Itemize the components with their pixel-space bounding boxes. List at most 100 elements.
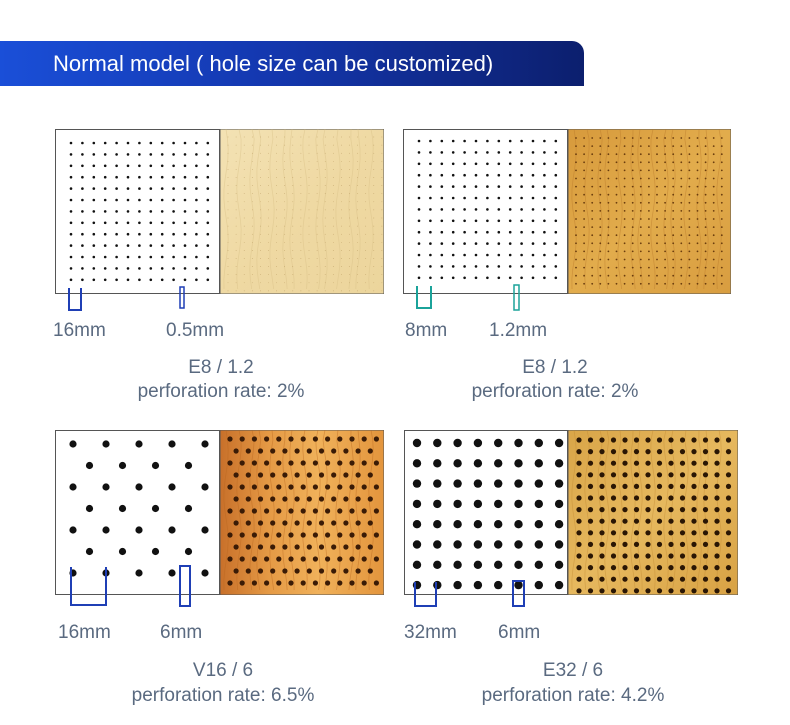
hole-dot <box>160 210 164 213</box>
hole-dot <box>276 258 277 259</box>
hole-dot <box>534 499 543 509</box>
hole-dot <box>257 496 264 502</box>
hole-dot <box>172 244 175 247</box>
hole-dot <box>615 274 618 277</box>
hole-dot <box>591 201 594 204</box>
hole-dot <box>251 136 253 138</box>
hole-dot <box>341 282 342 284</box>
hole-dot <box>126 255 130 259</box>
hole-dot <box>463 196 466 200</box>
hole-dot <box>633 437 640 443</box>
hole-dot <box>318 568 325 574</box>
hole-dot <box>440 276 444 280</box>
hole-dot <box>206 175 210 179</box>
hole-dot <box>656 201 658 204</box>
hole-dot <box>486 162 489 166</box>
hole-dot <box>412 459 422 468</box>
hole-dot <box>92 278 96 282</box>
hole-dot <box>373 290 375 292</box>
hole-dot <box>417 151 421 154</box>
hole-dot <box>591 242 594 245</box>
hole-dot <box>607 274 610 277</box>
hole-dot <box>672 250 675 253</box>
hole-dot <box>664 234 666 237</box>
hole-dot <box>691 449 697 455</box>
hole-dot <box>195 255 198 259</box>
hole-dot <box>583 153 585 156</box>
hole-dot <box>474 139 478 143</box>
hole-dot <box>688 258 691 261</box>
hole-dot <box>227 241 229 243</box>
hole-dot <box>103 164 107 168</box>
hole-dot <box>268 185 269 186</box>
hole-dot <box>235 217 237 219</box>
hole-dot <box>497 139 501 143</box>
hole-dot <box>712 201 715 204</box>
hole-dot <box>282 520 288 526</box>
hole-dot <box>679 472 686 478</box>
perforation-rate-label: perforation rate: 2% <box>471 381 639 402</box>
hole-dot <box>633 518 640 524</box>
hole-dot <box>227 282 229 284</box>
hole-dot <box>268 209 269 211</box>
hole-dot <box>497 219 501 223</box>
hole-dot <box>183 141 187 145</box>
hole-dot <box>227 274 229 276</box>
hole-dot <box>702 576 709 582</box>
hole-dot <box>648 177 650 180</box>
hole-dot <box>704 185 707 188</box>
wood-grain-line <box>368 129 374 290</box>
hole-dot <box>306 496 312 502</box>
hole-dot <box>610 565 617 571</box>
hole-dot <box>691 530 697 536</box>
hole-dot <box>610 541 617 547</box>
hole-dot <box>308 201 310 203</box>
hole-dot <box>474 151 478 154</box>
hole-dot <box>300 258 302 259</box>
hole-dot <box>543 265 546 268</box>
hole-dot <box>332 250 334 251</box>
hole-dot <box>463 162 466 166</box>
hole-dot <box>623 226 626 228</box>
hole-dot <box>696 250 699 253</box>
hole-dot <box>316 136 318 138</box>
hole-size-label: 0.5mm <box>166 320 225 341</box>
hole-dot <box>69 141 73 145</box>
hole-dot <box>343 448 349 454</box>
hole-dot <box>494 438 503 448</box>
hole-dot <box>292 241 294 243</box>
hole-dot <box>168 526 176 534</box>
hole-dot <box>554 151 558 154</box>
hole-dot <box>474 219 478 223</box>
hole-dot <box>429 173 432 177</box>
hole-dot <box>714 495 720 501</box>
hole-size-label: 6mm <box>498 622 541 643</box>
hole-dot <box>520 208 523 211</box>
hole-dot <box>645 437 651 443</box>
hole-dot <box>102 483 110 491</box>
hole-dot <box>325 556 331 562</box>
hole-dot <box>463 208 466 211</box>
hole-dot <box>284 144 286 146</box>
hole-dot <box>575 258 577 261</box>
hole-dot <box>284 250 286 251</box>
hole-dot <box>615 137 618 139</box>
hole-dot <box>361 436 367 442</box>
hole-dot <box>704 177 707 180</box>
hole-dot <box>276 436 282 442</box>
hole-dot <box>206 187 210 190</box>
hole-dot <box>583 210 585 212</box>
wood-grain-line <box>355 430 361 591</box>
hole-dot <box>367 472 373 478</box>
hole-dot <box>332 201 334 203</box>
diagram-panel <box>55 430 220 595</box>
hole-dot <box>126 221 130 225</box>
hole-dot <box>138 141 141 145</box>
hole-dot <box>264 484 270 490</box>
hole-dot <box>587 518 594 524</box>
hole-dot <box>508 139 512 143</box>
hole-dot <box>138 175 141 179</box>
hole-dot <box>720 266 723 269</box>
hole-dot <box>610 483 617 489</box>
hole-dot <box>324 282 326 284</box>
